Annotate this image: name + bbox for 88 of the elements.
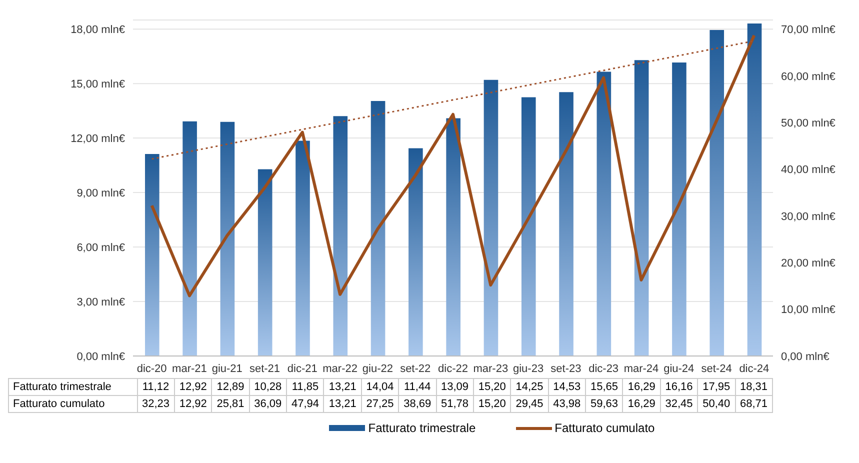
bar	[596, 72, 612, 356]
bar	[446, 118, 460, 356]
bar	[484, 80, 498, 356]
data-label: 11,85	[286, 378, 324, 396]
data-label: 59,63	[586, 396, 623, 412]
x-tick-label: dic-20	[136, 362, 167, 375]
data-label: 38,69	[398, 396, 436, 412]
y2-tick-label: 20,00 mln€	[781, 258, 836, 270]
x-tick-label: giu-21	[212, 362, 242, 375]
y-tick-label: 3,00 mln€	[76, 296, 125, 308]
x-tick-label: set-22	[400, 362, 431, 375]
bar	[408, 148, 423, 356]
y-tick-label: 15,00 mln€	[70, 78, 125, 90]
data-label: 16,29	[622, 378, 660, 396]
data-label: 13,09	[436, 378, 474, 396]
data-label: 43,98	[548, 396, 586, 412]
data-label: 51,78	[436, 396, 474, 412]
bar	[258, 169, 272, 356]
x-tick-label: set-23	[550, 362, 582, 375]
y2-tick-label: 30,00 mln€	[781, 210, 836, 223]
data-label: 15,20	[473, 378, 511, 396]
data-label: 11,44	[398, 378, 436, 396]
y-tick-label: 0,00 mln€	[76, 350, 125, 363]
y2-tick-label: 50,00 mln€	[781, 118, 836, 130]
data-label: 16,29	[622, 396, 660, 412]
y2-tick-label: 10,00 mln€	[781, 304, 836, 316]
data-label: 12,92	[174, 378, 212, 396]
data-label: 12,92	[174, 396, 212, 412]
bar	[145, 154, 160, 356]
line-series	[150, 34, 756, 298]
data-label: 13,21	[324, 378, 362, 396]
bar	[747, 23, 762, 356]
data-label: 16,16	[660, 378, 698, 396]
bar	[370, 101, 386, 356]
x-tick-label: giu-24	[664, 362, 694, 375]
data-label: 17,95	[698, 378, 736, 396]
data-label: 32,45	[660, 396, 698, 412]
bar	[672, 62, 686, 356]
text: Fatturato cumulato	[13, 398, 105, 410]
x-tick-label: dic-22	[438, 362, 468, 375]
bar	[333, 116, 348, 356]
data-label: 29,45	[510, 396, 548, 412]
y2-tick-label: 0,00 mln€	[781, 350, 830, 363]
x-tick-label: dic-24	[739, 362, 770, 375]
x-tick-label: mar-21	[172, 362, 207, 375]
data-label: 36,09	[249, 396, 287, 412]
x-tick-label: giu-23	[513, 362, 544, 375]
legend-label: Fatturato cumulato	[554, 421, 655, 435]
x-tick-label: mar-22	[322, 362, 358, 375]
bar	[521, 97, 536, 356]
y2-tick-label: 40,00 mln€	[781, 164, 836, 176]
x-tick-label: dic-23	[588, 362, 619, 375]
bar	[296, 140, 310, 356]
x-tick-label: mar-24	[624, 362, 659, 375]
x-tick-label: dic-21	[287, 362, 318, 375]
y-tick-label: 6,00 mln€	[76, 242, 125, 254]
bar	[182, 121, 197, 356]
data-label: 18,31	[735, 378, 772, 396]
data-label: 50,40	[698, 396, 736, 412]
data-label: 15,20	[473, 396, 511, 412]
x-tick-label: set-21	[249, 362, 280, 375]
text: Fatturato trimestrale	[13, 381, 112, 393]
data-label: 14,25	[510, 378, 548, 396]
y-tick-label: 18,00 mln€	[70, 24, 125, 36]
data-label: 14,04	[361, 378, 399, 396]
data-label: 25,81	[212, 396, 250, 412]
bar	[710, 30, 724, 356]
bar	[559, 92, 574, 356]
data-label: 47,94	[286, 396, 324, 412]
data-label: 15,65	[586, 378, 623, 396]
data-label: 68,71	[735, 396, 772, 412]
x-tick-label: set-24	[701, 362, 732, 375]
data-label: 12,89	[212, 378, 250, 396]
data-label: 11,12	[137, 378, 174, 396]
data-label: 14,53	[548, 378, 586, 396]
y-tick-label: 9,00 mln€	[76, 187, 125, 200]
x-tick-label: mar-23	[473, 362, 508, 375]
data-label: 10,28	[249, 378, 287, 396]
legend-label: Fatturato trimestrale	[368, 421, 476, 435]
data-label: 13,21	[324, 396, 362, 412]
bar	[634, 60, 649, 356]
x-tick-label: giu-22	[362, 362, 393, 375]
y2-tick-label: 60,00 mln€	[781, 70, 836, 83]
data-label: 27,25	[361, 396, 399, 412]
bar	[220, 122, 235, 356]
y2-tick-label: 70,00 mln€	[781, 24, 836, 36]
y-tick-label: 12,00 mln€	[70, 132, 125, 145]
data-label: 32,23	[137, 396, 174, 412]
